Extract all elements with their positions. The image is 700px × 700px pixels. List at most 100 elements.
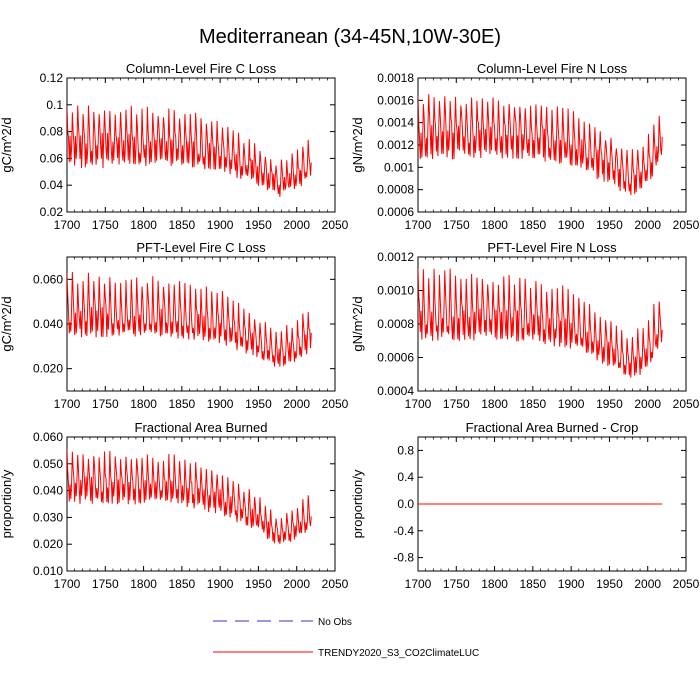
y-tick-label: 0.050 [33,457,63,471]
x-tick-label: 1900 [558,577,585,591]
x-tick-label: 1900 [558,218,585,232]
x-tick-label: 1800 [130,577,157,591]
x-tick-label: 1800 [481,397,508,411]
y-tick-label: 0.12 [40,71,64,85]
y-tick-label: 0.1 [46,98,63,112]
y-tick-label: 0.0010 [377,284,414,298]
y-tick-label: 0.030 [33,510,63,524]
x-tick-label: 2000 [634,218,661,232]
x-tick-label: 1950 [596,577,623,591]
y-tick-label: 0.0008 [377,317,414,331]
x-tick-label: 1700 [54,397,81,411]
x-tick-label: 1850 [520,397,547,411]
x-tick-label: 2050 [673,577,700,591]
plot-frame [66,436,336,572]
x-tick-label: 1950 [245,577,272,591]
x-tick-label: 1700 [54,577,81,591]
series-line [67,449,312,544]
x-tick-label: 1850 [169,397,196,411]
y-tick-label: 0.060 [33,430,63,444]
y-axis-label: gC/m^2/d [0,296,14,351]
y-axis-label: gN/m^2/d [350,296,365,351]
x-tick-label: 1800 [130,397,157,411]
panel-title: Column-Level Fire C Loss [126,61,277,76]
y-axis-label: gC/m^2/d [0,117,14,172]
y-tick-label: 0.0014 [377,116,414,130]
panel-3: PFT-Level Fire C Loss gC/m^2/d 1700 1750 180… [0,240,349,411]
series-line [418,94,663,196]
x-tick-label: 1850 [520,577,547,591]
legend: No Obs TRENDY2020_S3_CO2ClimateLUC [213,617,479,659]
x-tick-label: 1700 [405,397,432,411]
x-tick-label: 1750 [92,397,119,411]
y-tick-label: 0.08 [40,125,64,139]
x-tick-label: 1750 [92,577,119,591]
x-tick-label: 1800 [130,218,157,232]
x-tick-label: 2050 [322,397,349,411]
x-tick-label: 2000 [283,577,310,591]
y-tick-label: 0.0006 [377,351,414,365]
y-tick-label: -0.4 [393,524,414,538]
panel-title: PFT-Level Fire N Loss [487,240,617,255]
x-tick-label: 1700 [405,577,432,591]
page-title: Mediterranean (34-45N,10W-30E) [198,26,501,48]
x-tick-label: 1900 [558,397,585,411]
panel-title: Column-Level Fire N Loss [477,61,628,76]
y-tick-label: 0.020 [33,362,63,376]
x-tick-label: 2000 [283,397,310,411]
y-tick-label: 0.0004 [377,384,414,398]
x-tick-label: 1750 [443,218,470,232]
y-tick-label: 0.0016 [377,93,414,107]
y-tick-label: 0.8 [397,443,414,457]
x-tick-label: 1750 [443,577,470,591]
plot-frame [66,77,336,213]
x-tick-label: 1850 [169,218,196,232]
legend-model-label: TRENDY2020_S3_CO2ClimateLUC [318,648,479,659]
series-line [67,271,312,367]
x-tick-label: 1900 [207,397,234,411]
legend-obs-label: No Obs [318,617,352,628]
y-axis-label: proportion/y [350,469,365,538]
y-tick-label: 0.4 [397,470,414,484]
y-tick-label: -0.8 [393,551,414,565]
x-tick-label: 1900 [207,577,234,591]
x-tick-label: 1850 [169,577,196,591]
x-tick-label: 1700 [54,218,81,232]
x-tick-label: 1950 [596,218,623,232]
panel-1: Column-Level Fire C Loss gC/m^2/d 1700 1750… [0,61,349,232]
series-line [67,105,312,197]
x-tick-label: 2050 [322,218,349,232]
y-tick-label: 0.04 [40,178,64,192]
panel-title: Fractional Area Burned [135,420,268,435]
x-tick-label: 1750 [92,218,119,232]
x-tick-label: 2000 [634,397,661,411]
panel-title: Fractional Area Burned - Crop [466,420,639,435]
panel-6: Fractional Area Burned - Crop proportion/… [350,420,700,591]
x-tick-label: 1950 [245,218,272,232]
x-tick-label: 1800 [481,218,508,232]
x-tick-label: 1850 [520,218,547,232]
panel-4: PFT-Level Fire N Loss gN/m^2/d 1700 1750 180… [350,240,700,411]
y-tick-label: 0.0006 [377,205,414,219]
x-tick-label: 2000 [283,218,310,232]
x-tick-label: 1700 [405,218,432,232]
y-tick-label: 0.010 [33,564,63,578]
y-tick-label: 0.0012 [377,138,414,152]
y-tick-label: 0.040 [33,317,63,331]
x-tick-label: 2050 [322,577,349,591]
y-tick-label: 0.02 [40,205,64,219]
y-tick-label: 0.020 [33,537,63,551]
x-tick-label: 1900 [207,218,234,232]
y-tick-label: 0.0018 [377,71,414,85]
panel-title: PFT-Level Fire C Loss [136,240,266,255]
x-tick-label: 1750 [443,397,470,411]
y-axis-label: proportion/y [0,469,14,538]
x-tick-label: 2000 [634,577,661,591]
y-tick-label: 0.001 [384,160,414,174]
panel-2: Column-Level Fire N Loss gN/m^2/d 1700 1750… [350,61,700,232]
x-tick-label: 1950 [596,397,623,411]
panel-5: Fractional Area Burned proportion/y 1700 17… [0,420,349,591]
y-tick-label: 0.0012 [377,250,414,264]
